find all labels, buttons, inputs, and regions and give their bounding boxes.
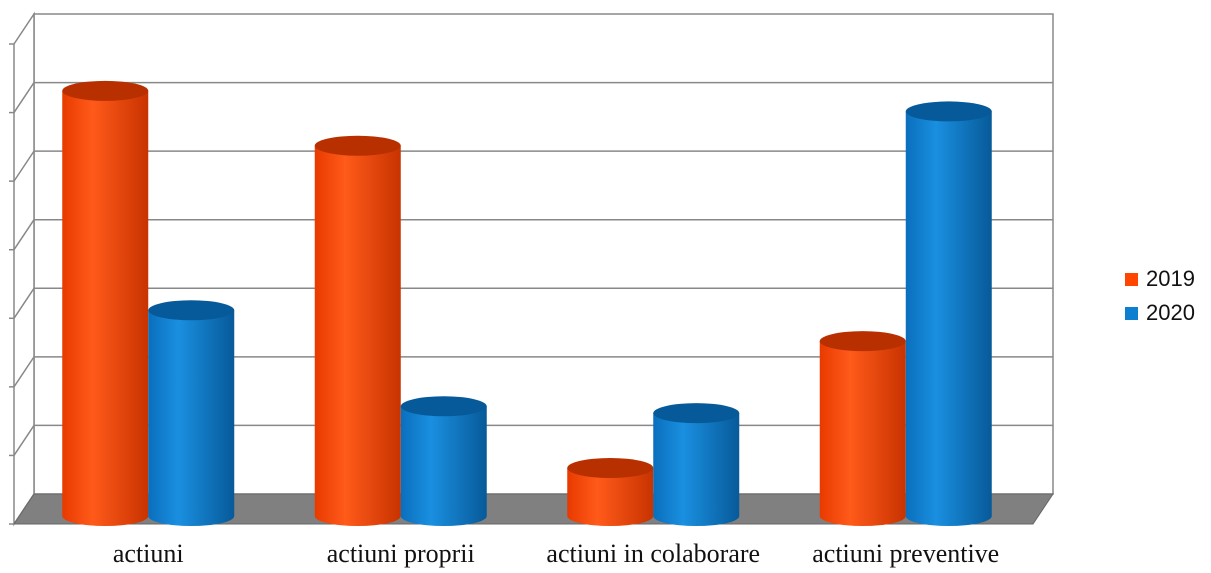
bar-top	[653, 403, 740, 424]
left-wall	[13, 11, 35, 527]
bar-body	[567, 468, 654, 526]
gridline-depth	[13, 425, 35, 456]
bar-body	[905, 111, 992, 526]
bar-body	[62, 90, 149, 526]
bar-top	[819, 331, 906, 352]
legend-label-2019: 2019	[1146, 266, 1195, 291]
bar-top	[148, 300, 235, 321]
bar-body	[314, 145, 401, 526]
gridline-depth	[13, 287, 35, 319]
category-label: actiuni proprii	[327, 539, 475, 568]
bar-top	[314, 135, 401, 156]
category-labels: actiuni actiuni proprii actiuni in colabor…	[113, 539, 999, 568]
gridline-depth	[13, 356, 35, 388]
legend-item-2019: 2019	[1125, 262, 1195, 296]
bars	[62, 80, 992, 526]
bar-top	[567, 458, 654, 478]
bar-top	[400, 396, 487, 417]
bar-body	[400, 406, 487, 526]
bar-top	[62, 80, 149, 101]
bar-body	[653, 413, 740, 526]
bar-2019-0	[62, 80, 149, 526]
bar-2020-2	[653, 403, 740, 526]
bar-2020-0	[148, 300, 235, 526]
bar-2020-1	[400, 396, 487, 526]
legend-item-2020: 2020	[1125, 296, 1195, 330]
legend-swatch-2020	[1125, 306, 1138, 320]
bar-body	[148, 310, 235, 526]
legend: 2019 2020	[1125, 262, 1195, 330]
y-axis-ticks	[9, 43, 14, 525]
category-label: actiuni in colaborare	[546, 539, 760, 568]
bar-body	[819, 341, 906, 526]
chart-frame	[9, 11, 1054, 527]
gridline-depth	[13, 150, 35, 182]
category-label: actiuni	[113, 539, 184, 568]
bar-top	[905, 101, 992, 122]
bar-2020-3	[905, 101, 992, 526]
category-label: actiuni preventive	[812, 539, 999, 568]
bar-2019-3	[819, 331, 906, 526]
legend-label-2020: 2020	[1146, 300, 1195, 325]
gridline-depth	[13, 82, 35, 113]
legend-swatch-2019	[1125, 272, 1138, 286]
gridline-depth	[13, 219, 35, 251]
bar-2019-2	[567, 458, 654, 526]
bar-2019-1	[314, 135, 401, 526]
